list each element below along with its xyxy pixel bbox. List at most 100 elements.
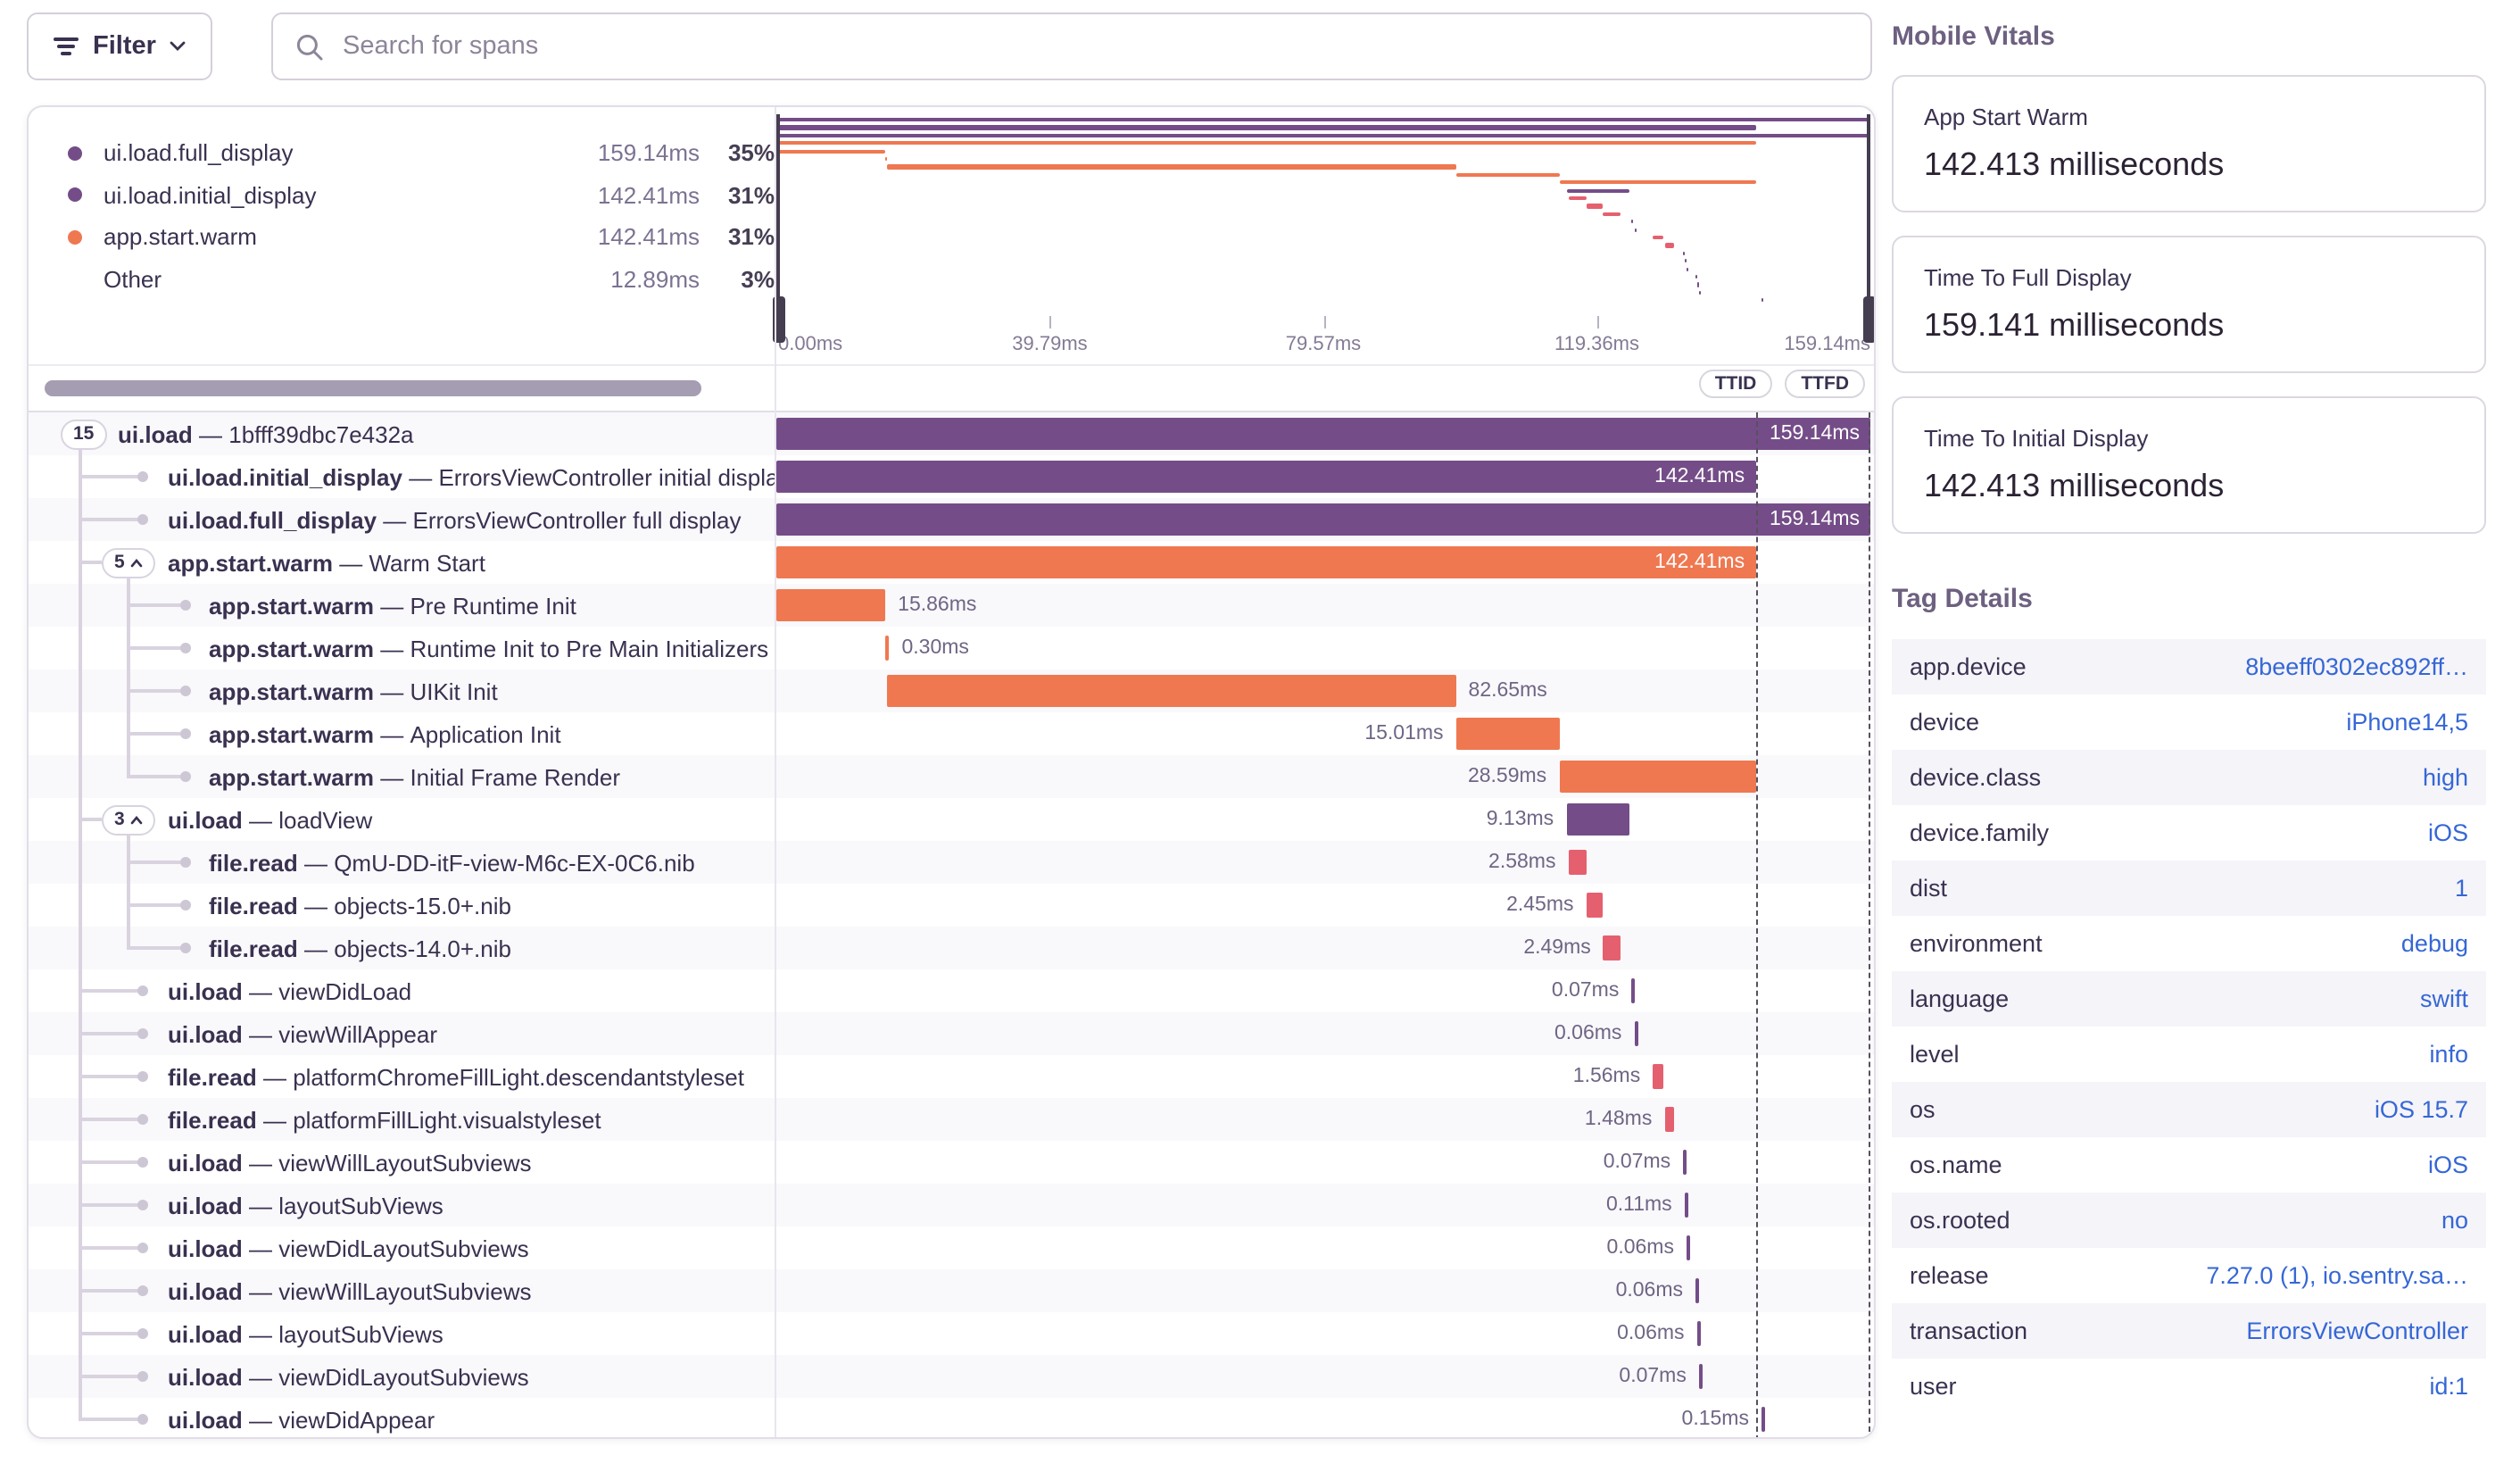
- axis-tick-label: 119.36ms: [1554, 334, 1639, 355]
- span-row[interactable]: app.start.warm — Pre Runtime Init 15.86ms: [29, 584, 1874, 627]
- span-row[interactable]: ui.load — viewWillLayoutSubviews 0.07ms: [29, 1141, 1874, 1184]
- span-row[interactable]: 15 ui.load — 1bfff39dbc7e432a 159.14ms: [29, 412, 1874, 455]
- span-row[interactable]: ui.load.initial_display — ErrorsViewCont…: [29, 455, 1874, 498]
- tag-value-link[interactable]: 8beeff0302ec892ff…: [2245, 653, 2468, 680]
- span-row[interactable]: ui.load — viewDidLoad 0.07ms: [29, 969, 1874, 1012]
- span-row[interactable]: file.read — QmU-DD-itF-view-M6c-EX-0C6.n…: [29, 841, 1874, 884]
- tag-value-link[interactable]: id:1: [2429, 1373, 2468, 1400]
- span-row[interactable]: file.read — objects-15.0+.nib 2.45ms: [29, 884, 1874, 927]
- span-row[interactable]: app.start.warm — UIKit Init 82.65ms: [29, 669, 1874, 712]
- span-duration-bar[interactable]: [1698, 1364, 1703, 1389]
- ttfd-button[interactable]: TTFD: [1785, 370, 1865, 398]
- span-duration-bar[interactable]: [1653, 1064, 1664, 1089]
- span-row[interactable]: ui.load — viewDidLayoutSubviews 0.07ms: [29, 1355, 1874, 1398]
- tag-value-link[interactable]: iOS 15.7: [2374, 1096, 2468, 1123]
- tag-value-link[interactable]: debug: [2400, 930, 2468, 957]
- span-duration-bar[interactable]: [1631, 978, 1636, 1003]
- tag-value-link[interactable]: no: [2441, 1207, 2468, 1234]
- tree-connector-dot: [137, 1200, 148, 1210]
- vital-card: App Start Warm 142.413 milliseconds: [1892, 75, 2486, 212]
- tree-waterfall-divider[interactable]: [775, 107, 776, 1437]
- ttid-button[interactable]: TTID: [1698, 370, 1773, 398]
- search-input[interactable]: [339, 30, 1847, 62]
- span-row[interactable]: ui.load — viewWillAppear 0.06ms: [29, 1012, 1874, 1055]
- tag-value-link[interactable]: iOS: [2427, 1152, 2468, 1178]
- span-description: objects-14.0+.nib: [334, 935, 511, 961]
- span-op: ui.load: [168, 1363, 243, 1390]
- span-duration-bar[interactable]: [1683, 1150, 1687, 1175]
- horizontal-scrollbar[interactable]: [45, 380, 701, 396]
- span-row[interactable]: 5 app.start.warm — Warm Start 142.41ms: [29, 541, 1874, 584]
- legend-color-dot: [68, 229, 82, 245]
- span-row[interactable]: file.read — platformChromeFillLight.desc…: [29, 1055, 1874, 1098]
- tag-details-list: app.device 8beeff0302ec892ff… device iPhone…: [1892, 639, 2486, 1414]
- span-duration-bar[interactable]: [1686, 1235, 1690, 1260]
- span-separator: —: [242, 1192, 279, 1218]
- minimap-left-handle[interactable]: [776, 114, 780, 325]
- span-duration-bar[interactable]: [1695, 1278, 1699, 1303]
- tag-value-link[interactable]: info: [2429, 1041, 2468, 1068]
- span-title: file.read — platformChromeFillLight.desc…: [168, 1055, 744, 1098]
- span-duration-bar[interactable]: [1696, 1321, 1701, 1346]
- span-tree-cell: app.start.warm — UIKit Init: [29, 669, 775, 712]
- span-description: loadView: [278, 806, 373, 833]
- tag-value-link[interactable]: ErrorsViewController: [2246, 1318, 2468, 1344]
- tag-details-heading: Tag Details: [1892, 584, 2033, 614]
- span-duration-bar[interactable]: [1455, 718, 1560, 750]
- legend-duration: 12.89ms: [610, 265, 700, 293]
- span-children-toggle[interactable]: 5: [102, 547, 155, 578]
- span-description: UIKit Init: [410, 678, 498, 704]
- span-row[interactable]: ui.load — layoutSubViews 0.11ms: [29, 1184, 1874, 1226]
- span-separator: —: [192, 420, 229, 447]
- span-duration-bar[interactable]: [1761, 1407, 1765, 1432]
- span-duration-bar[interactable]: [1586, 893, 1604, 918]
- tag-value-link[interactable]: iPhone14,5: [2346, 709, 2468, 736]
- span-row[interactable]: file.read — platformFillLight.visualstyl…: [29, 1098, 1874, 1141]
- span-children-toggle[interactable]: 3: [102, 804, 155, 835]
- minimap-span-bar: [1603, 212, 1621, 217]
- span-duration-bar[interactable]: [1566, 803, 1629, 836]
- tag-value-link[interactable]: iOS: [2427, 819, 2468, 846]
- span-duration-bar[interactable]: [776, 503, 1870, 536]
- span-row[interactable]: 3 ui.load — loadView 9.13ms: [29, 798, 1874, 841]
- span-duration-bar[interactable]: [1559, 761, 1756, 793]
- span-row[interactable]: app.start.warm — Runtime Init to Pre Mai…: [29, 627, 1874, 669]
- span-row[interactable]: ui.load.full_display — ErrorsViewControl…: [29, 498, 1874, 541]
- span-duration-bar[interactable]: [776, 418, 1870, 450]
- span-tree-cell: 5 app.start.warm — Warm Start: [29, 541, 775, 584]
- span-row[interactable]: file.read — objects-14.0+.nib 2.49ms: [29, 927, 1874, 969]
- tag-value-link[interactable]: high: [2422, 764, 2468, 791]
- span-row[interactable]: ui.load — viewDidAppear 0.15ms: [29, 1398, 1874, 1437]
- tag-value-link[interactable]: swift: [2420, 985, 2468, 1012]
- mobile-vitals-list: App Start Warm 142.413 milliseconds Time T…: [1892, 75, 2486, 534]
- span-row[interactable]: ui.load — viewDidLayoutSubviews 0.06ms: [29, 1226, 1874, 1269]
- span-duration-bar[interactable]: [887, 675, 1456, 707]
- span-tree-cell: file.read — QmU-DD-itF-view-M6c-EX-0C6.n…: [29, 841, 775, 884]
- span-row[interactable]: ui.load — viewWillLayoutSubviews 0.06ms: [29, 1269, 1874, 1312]
- minimap-right-handle[interactable]: [1867, 114, 1870, 325]
- span-duration-label: 2.45ms: [1506, 894, 1574, 916]
- span-duration-bar[interactable]: [1634, 1021, 1638, 1046]
- minimap-right-grab[interactable]: [1862, 296, 1874, 343]
- tag-value-link[interactable]: 1: [2454, 875, 2468, 902]
- span-duration-bar[interactable]: [1603, 935, 1621, 960]
- span-duration-bar[interactable]: [1568, 850, 1587, 875]
- tag-value-link[interactable]: 7.27.0 (1), io.sentry.sa…: [2206, 1262, 2468, 1289]
- span-duration-bar[interactable]: [1664, 1107, 1675, 1132]
- tag-key: os: [1910, 1096, 1936, 1123]
- filter-button[interactable]: Filter: [27, 12, 213, 80]
- span-row[interactable]: ui.load — layoutSubViews 0.06ms: [29, 1312, 1874, 1355]
- span-duration-bar[interactable]: [776, 461, 1756, 493]
- legend-percent: 31%: [727, 181, 775, 209]
- span-duration-bar[interactable]: [1684, 1193, 1688, 1218]
- span-duration-bar[interactable]: [776, 546, 1756, 578]
- tag-row: device.class high: [1892, 750, 2486, 805]
- span-separator: —: [373, 678, 410, 704]
- tree-connector-dot: [137, 1414, 148, 1425]
- span-children-toggle[interactable]: 15: [61, 419, 107, 449]
- span-row[interactable]: app.start.warm — Initial Frame Render 28.…: [29, 755, 1874, 798]
- span-duration-bar[interactable]: [885, 636, 890, 661]
- span-duration-bar[interactable]: [776, 589, 886, 621]
- span-row[interactable]: app.start.warm — Application Init 15.01ms: [29, 712, 1874, 755]
